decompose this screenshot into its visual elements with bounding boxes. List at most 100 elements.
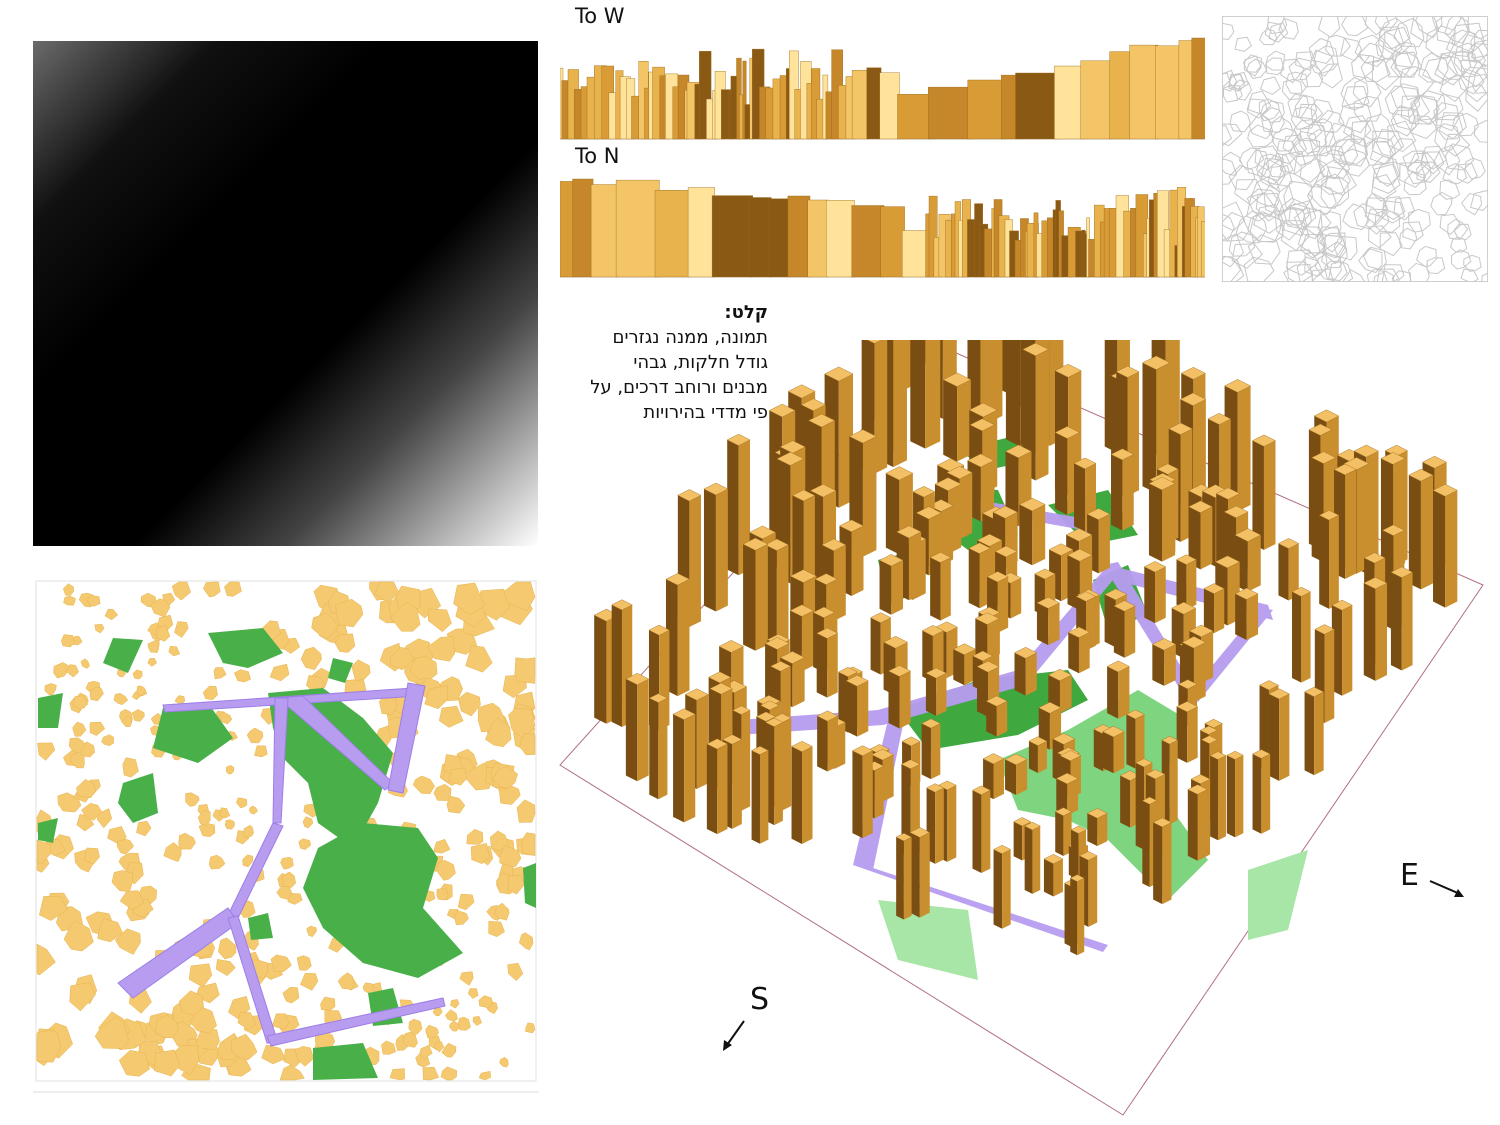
voronoi-cell [1384, 85, 1421, 118]
voronoi-cell [1426, 257, 1446, 275]
building-roof [845, 675, 869, 687]
building-elevation [1155, 45, 1182, 140]
building-roof [1203, 583, 1225, 594]
building-plot [226, 765, 235, 775]
building-plot [444, 1009, 458, 1022]
building-roof [837, 667, 858, 678]
voronoi-cell [1471, 63, 1488, 94]
building-side-light [774, 722, 783, 826]
park-area [523, 863, 536, 908]
voronoi-cell [1324, 34, 1351, 57]
building-side-light [1342, 605, 1353, 696]
voronoi-cell [1259, 28, 1278, 46]
building-side-light [1214, 588, 1225, 634]
building-plot [521, 832, 536, 857]
building-elevation [897, 94, 932, 140]
legend-line: תמונה, ממנה נגזרים [612, 327, 769, 348]
building-side-light [1002, 849, 1011, 929]
building-roof [1018, 497, 1046, 512]
building-roof [824, 366, 854, 382]
building-side-dark [816, 633, 828, 698]
building-roof [1036, 596, 1060, 609]
building-roof [909, 827, 931, 838]
building-roof [879, 554, 904, 567]
building-roof [969, 418, 995, 432]
voronoi-cell [1256, 159, 1286, 191]
building-side-light [1098, 514, 1110, 574]
building-plot [427, 608, 452, 633]
building-plot [178, 832, 196, 850]
building-roof [1005, 444, 1032, 459]
voronoi-cell [1364, 113, 1396, 143]
building-roof [925, 667, 947, 679]
building-roof [1187, 784, 1208, 795]
building-roof [1313, 409, 1340, 423]
building-prism [1151, 638, 1177, 686]
building-side-light [874, 766, 884, 819]
building-plot [36, 839, 52, 865]
building-plot [154, 1049, 181, 1077]
building-roof [928, 499, 954, 512]
voronoi-cell [1223, 84, 1243, 103]
building-side-dark [1126, 714, 1136, 769]
elevation-strip-to-w [560, 37, 1205, 140]
building-roof [1331, 599, 1353, 611]
building-elevation [879, 72, 900, 140]
voronoi-cell [1222, 233, 1245, 268]
voronoi-cell [1299, 123, 1328, 154]
building-side-light [1261, 754, 1271, 834]
building-side-light [1401, 572, 1413, 671]
building-side-light [1197, 789, 1208, 861]
isometric-3d-view [559, 340, 1484, 1116]
building-plot [296, 955, 312, 971]
building-roof [870, 612, 892, 624]
building-side-light [755, 544, 768, 651]
voronoi-cell [1285, 249, 1320, 276]
building-plot [96, 808, 113, 829]
building-prism [1278, 538, 1300, 601]
voronoi-cell [1299, 158, 1332, 188]
building-roof [709, 682, 733, 695]
legend: קלט: תמונה, ממנה נגזרים גודל חלקות, גבהי… [568, 300, 768, 425]
building-side-light [980, 460, 995, 522]
building-plot [53, 662, 69, 679]
building-side-light [715, 488, 728, 612]
building-roof [934, 477, 962, 491]
voronoi-cell [1342, 269, 1366, 282]
building-side-dark [838, 672, 848, 733]
building-plot [198, 822, 216, 838]
building-side-light [684, 714, 696, 823]
building-roof [974, 612, 1000, 625]
building-prism [625, 673, 650, 782]
building-elevation [967, 79, 1006, 140]
building-roof [1251, 434, 1276, 447]
building-side-dark [910, 340, 926, 449]
building-roof [1234, 528, 1262, 542]
voronoi-cell [1391, 41, 1418, 68]
building-roof [967, 453, 995, 468]
building-plot [219, 807, 231, 819]
voronoi-cell [1421, 145, 1448, 170]
building-roof [759, 700, 780, 711]
building-side-dark [1056, 778, 1068, 816]
building-roof [1024, 821, 1041, 831]
building-roof [885, 466, 914, 481]
building-prism [1390, 566, 1414, 671]
building-prism [1054, 807, 1073, 856]
building-side-light [658, 698, 668, 800]
building-roof [703, 482, 729, 496]
building-side-light [981, 790, 991, 874]
voronoi-cell [1371, 163, 1401, 194]
voronoi-cell [1371, 174, 1397, 202]
building-roof [808, 413, 836, 428]
building-plot [281, 871, 296, 888]
building-side-light [957, 379, 971, 462]
voronoi-cell [1319, 149, 1351, 179]
building-roof [1104, 588, 1128, 601]
building-plot [62, 583, 74, 596]
building-prism [672, 708, 696, 823]
building-plot [185, 792, 200, 807]
building-side-dark [885, 473, 900, 555]
building-plot [113, 693, 129, 705]
voronoi-cell [1422, 56, 1459, 86]
